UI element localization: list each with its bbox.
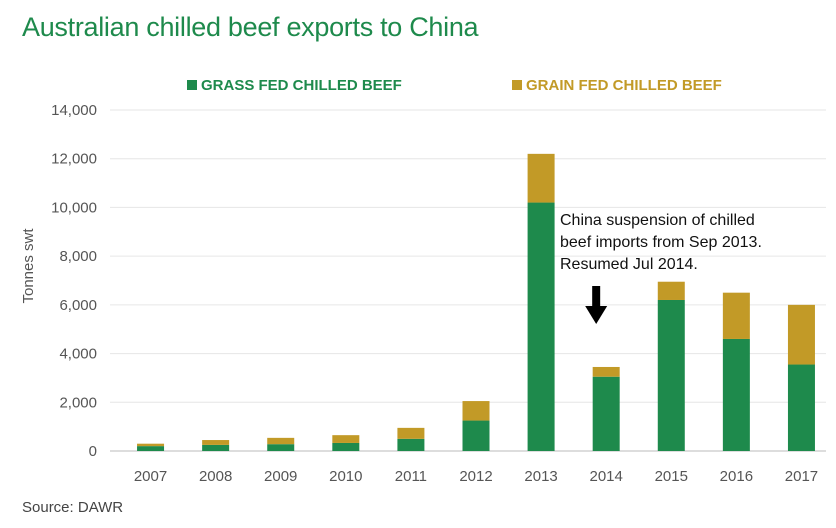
bar-grass-fed [592, 376, 620, 451]
bars [137, 153, 815, 451]
x-tick-labels: 2007 2008 2009 2010 2011 2012 2013 2014 2015 2016… [134, 468, 818, 485]
legend-swatch [187, 80, 197, 90]
y-tick-label: 2,000 [59, 394, 97, 411]
annotation-arrow-shaft [592, 286, 601, 308]
bar-grain-fed [267, 437, 295, 445]
x-tick-label: 2016 [720, 468, 753, 485]
source-note: Source: DAWR [22, 499, 123, 516]
x-tick-label: 2015 [655, 468, 688, 485]
bar-grain-fed [657, 281, 685, 300]
bar-grass-fed [202, 444, 230, 451]
bar-grass-fed [787, 364, 815, 451]
bar-grain-fed [527, 153, 555, 203]
y-tick-label: 8,000 [59, 248, 97, 265]
bar-grain-fed [202, 440, 230, 445]
bar-grass-fed [137, 446, 165, 451]
annotation-text: Resumed Jul 2014. [560, 256, 698, 273]
bar-grass-fed [462, 420, 490, 451]
bar-grass-fed [527, 202, 555, 451]
legend-label: GRAIN FED CHILLED BEEF [526, 77, 722, 94]
gridlines [110, 109, 826, 452]
bar-grain-fed [722, 292, 750, 339]
legend: GRASS FED CHILLED BEEF GRAIN FED CHILLED … [187, 77, 722, 94]
x-tick-label: 2014 [589, 468, 622, 485]
legend-swatch [512, 80, 522, 90]
y-axis-title: Tonnes swt [20, 228, 37, 304]
bar-grass-fed [722, 338, 750, 451]
bar-grass-fed [657, 299, 685, 451]
annotation: China suspension of chilled beef imports … [560, 212, 762, 324]
bar-grain-fed [592, 366, 620, 377]
bar-grain-fed [397, 427, 425, 439]
x-tick-label: 2007 [134, 468, 167, 485]
bar-grass-fed [397, 438, 425, 451]
y-tick-label: 10,000 [51, 199, 97, 216]
bar-grain-fed [787, 304, 815, 365]
legend-label: GRASS FED CHILLED BEEF [201, 77, 402, 94]
x-tick-label: 2008 [199, 468, 232, 485]
y-tick-label: 6,000 [59, 297, 97, 314]
y-tick-label: 14,000 [51, 102, 97, 119]
x-tick-label: 2011 [395, 468, 427, 485]
bar-grain-fed [462, 401, 490, 421]
x-tick-label: 2009 [264, 468, 297, 485]
chart-title: Australian chilled beef exports to China [22, 12, 479, 42]
x-tick-label: 2012 [459, 468, 492, 485]
y-tick-labels: 0 2,000 4,000 6,000 8,000 10,000 12,000 14,000 [51, 102, 97, 460]
annotation-text: beef imports from Sep 2013. [560, 234, 762, 251]
y-tick-label: 0 [89, 443, 97, 460]
bar-grass-fed [267, 444, 295, 451]
x-tick-label: 2010 [329, 468, 362, 485]
bar-grain-fed [332, 435, 360, 443]
bar-grain-fed [137, 443, 165, 447]
y-tick-label: 4,000 [59, 346, 97, 363]
y-tick-label: 12,000 [51, 151, 97, 168]
x-tick-label: 2013 [524, 468, 557, 485]
annotation-arrow-head [585, 306, 608, 324]
bar-grass-fed [332, 442, 360, 451]
x-tick-label: 2017 [785, 468, 818, 485]
annotation-text: China suspension of chilled [560, 212, 755, 229]
